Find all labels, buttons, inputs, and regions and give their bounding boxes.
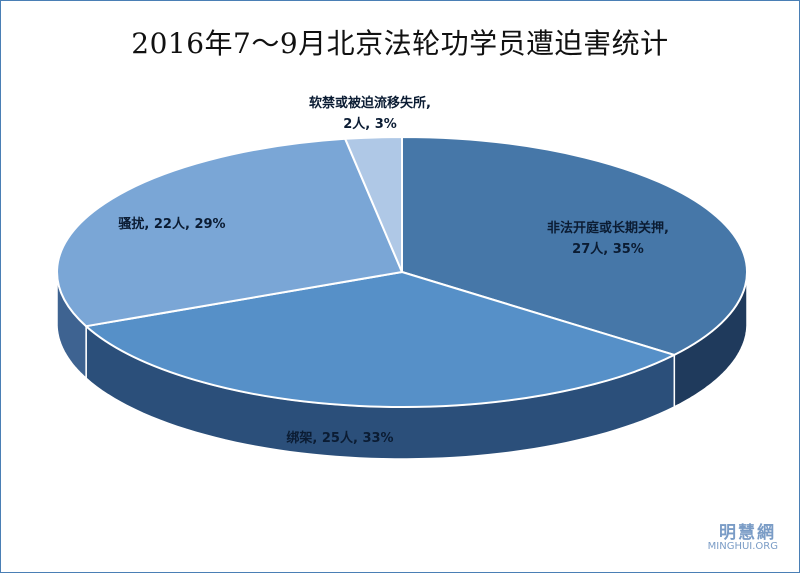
pie-slice-harassment bbox=[56, 137, 403, 328]
pie-slice-house-arrest bbox=[344, 135, 403, 273]
label-harassment: 骚扰, 22人, 29% bbox=[118, 216, 225, 232]
label-detention-line1: 非法开庭或长期关押, bbox=[547, 220, 669, 236]
label-house-arrest-line1: 软禁或被迫流移失所, bbox=[309, 95, 431, 111]
slice-labels: 非法开庭或长期关押, 27人, 35% 绑架, 25人, 33% 骚扰, 22人… bbox=[118, 95, 669, 446]
watermark-logo-cn: 明慧網 bbox=[719, 523, 776, 543]
chart-title: 2016年7～9月北京法轮功学员遭迫害统计 bbox=[131, 27, 669, 60]
label-detention-line2: 27人, 35% bbox=[572, 241, 644, 257]
label-abduction: 绑架, 25人, 33% bbox=[286, 430, 393, 446]
label-house-arrest-line2: 2人, 3% bbox=[343, 116, 397, 132]
pie-slice-abduction bbox=[85, 271, 676, 408]
watermark-logo-en: MINGHUI.ORG bbox=[707, 541, 778, 552]
pie-tops bbox=[56, 135, 748, 408]
pie-slice-detention bbox=[401, 136, 748, 356]
